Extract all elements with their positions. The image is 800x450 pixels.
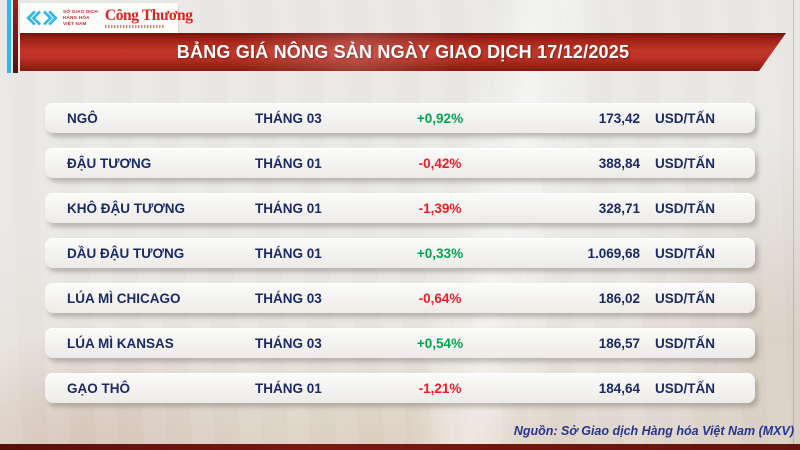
change-percent: +0,33% [416, 245, 464, 261]
price-unit: USD/TẤN [655, 110, 715, 126]
commodity-name: ĐẬU TƯƠNG [67, 155, 152, 171]
commodity-name: LÚA MÌ CHICAGO [67, 290, 181, 306]
mxv-text-line3: VIỆT NAM [63, 20, 87, 26]
table-row: DẦU ĐẬU TƯƠNG THÁNG 01 +0,33% 1.069,68 U… [45, 238, 755, 268]
mxv-text-line1: SỞ GIAO DỊCH [63, 9, 98, 15]
title-banner: BẢNG GIÁ NÔNG SẢN NGÀY GIAO DỊCH 17/12/2… [20, 33, 786, 71]
table-row: LÚA MÌ KANSAS THÁNG 03 +0,54% 186,57 USD… [45, 328, 755, 358]
price-unit: USD/TẤN [655, 290, 715, 306]
price-unit: USD/TẤN [655, 335, 715, 351]
right-edge-divider [793, 0, 794, 450]
change-percent: +0,54% [416, 335, 464, 351]
table-row: KHÔ ĐẬU TƯƠNG THÁNG 01 -1,39% 328,71 USD… [45, 193, 755, 223]
change-percent: -1,39% [418, 200, 462, 216]
table-row: ĐẬU TƯƠNG THÁNG 01 -0,42% 388,84 USD/TẤN [45, 148, 755, 178]
source-attribution: Nguồn: Sở Giao dịch Hàng hóa Việt Nam (M… [513, 424, 794, 438]
price-rows: NGÔ THÁNG 03 +0,92% 173,42 USD/TẤN ĐẬU T… [45, 103, 755, 418]
commodity-name: LÚA MÌ KANSAS [67, 335, 174, 351]
contract-month: THÁNG 01 [255, 155, 322, 171]
contract-month: THÁNG 01 [255, 200, 322, 216]
change-percent: -0,64% [418, 290, 462, 306]
contract-month: THÁNG 01 [255, 380, 322, 396]
contract-month: THÁNG 03 [255, 110, 322, 126]
commodity-name: NGÔ [67, 110, 98, 126]
contract-month: THÁNG 03 [255, 335, 322, 351]
page-title: BẢNG GIÁ NÔNG SẢN NGÀY GIAO DỊCH 17/12/2… [176, 41, 630, 62]
mxv-logo-icon [26, 10, 58, 26]
congthuong-logo: Công Thương [104, 7, 193, 28]
price-value: 173,42 [598, 110, 640, 126]
price-value: 186,02 [598, 290, 640, 306]
accent-stripe-maroon [13, 0, 18, 73]
mxv-logo-text: SỞ GIAO DỊCH HÀNG HÓA VIỆT NAM [63, 9, 98, 26]
accent-stripe-cyan [7, 0, 11, 73]
commodity-name: DẦU ĐẬU TƯƠNG [67, 245, 185, 261]
logo-plate: SỞ GIAO DỊCH HÀNG HÓA VIỆT NAM Công Thươ… [20, 3, 193, 33]
congthuong-logo-text: Công Thương [104, 7, 193, 25]
mxv-text-line2: HÀNG HÓA [63, 15, 90, 21]
table-row: NGÔ THÁNG 03 +0,92% 173,42 USD/TẤN [45, 103, 755, 133]
commodity-name: GẠO THÔ [67, 380, 130, 396]
change-percent: -0,42% [418, 155, 462, 171]
price-value: 186,57 [598, 335, 640, 351]
congthuong-tagline-strip [104, 25, 165, 28]
table-row: LÚA MÌ CHICAGO THÁNG 03 -0,64% 186,02 US… [45, 283, 755, 313]
price-value: 184,64 [598, 380, 640, 396]
price-value: 388,84 [598, 155, 640, 171]
contract-month: THÁNG 01 [255, 245, 322, 261]
bottom-bar [0, 444, 800, 450]
price-unit: USD/TẤN [655, 200, 715, 216]
contract-month: THÁNG 03 [255, 290, 322, 306]
table-row: GẠO THÔ THÁNG 01 -1,21% 184,64 USD/TẤN [45, 373, 755, 403]
price-value: 1.069,68 [587, 245, 640, 261]
price-unit: USD/TẤN [655, 155, 715, 171]
price-value: 328,71 [598, 200, 640, 216]
change-percent: +0,92% [416, 110, 464, 126]
change-percent: -1,21% [418, 380, 462, 396]
price-unit: USD/TẤN [655, 245, 715, 261]
price-unit: USD/TẤN [655, 380, 715, 396]
commodity-name: KHÔ ĐẬU TƯƠNG [67, 200, 185, 216]
